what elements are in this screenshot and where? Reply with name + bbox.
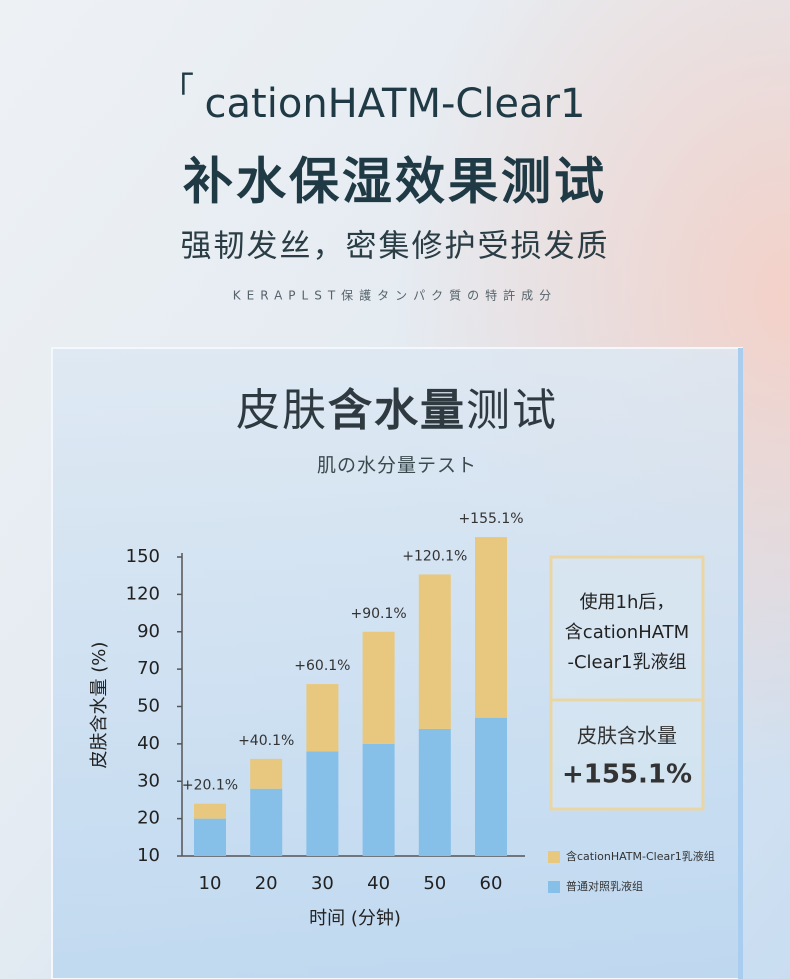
bar-label: +155.1% — [458, 511, 523, 527]
bar-segment — [194, 818, 226, 856]
callout-line: 使用1h后， — [580, 592, 675, 613]
y-tick-label: 50 — [137, 696, 160, 717]
bar-segment — [475, 717, 507, 856]
bar-segment — [250, 758, 283, 789]
bar-segment — [362, 743, 395, 856]
callout-value: +155.1% — [562, 760, 692, 790]
y-tick-label: 150 — [126, 546, 160, 567]
callout-metric: 皮肤含水量 — [577, 724, 677, 748]
bar-label: +60.1% — [294, 658, 350, 674]
y-tick-label: 70 — [137, 658, 160, 679]
bar-segment — [418, 728, 451, 856]
chart-title-part: 测试 — [466, 385, 558, 436]
x-tick-label: 30 — [311, 873, 334, 894]
bar-label: +90.1% — [350, 606, 406, 622]
bar-segment — [306, 751, 339, 856]
bar-segment — [418, 574, 451, 729]
chart-subtitle: 肌の水分量テスト — [317, 455, 477, 477]
y-tick-label: 20 — [137, 808, 160, 829]
bar-label: +20.1% — [182, 778, 238, 794]
legend-swatch — [548, 851, 560, 863]
bracket: 「 — [160, 71, 194, 111]
y-tick-label: 90 — [137, 621, 160, 642]
bar-segment — [475, 537, 507, 718]
chart-title: 皮肤含水量测试 — [236, 385, 558, 436]
x-tick-label: 10 — [199, 873, 222, 894]
bar-segment — [194, 803, 226, 819]
legend-label: 含cationHATM-Clear1乳液组 — [566, 849, 715, 863]
bar-segment — [362, 631, 395, 744]
legend-swatch — [548, 881, 560, 893]
y-tick-label: 120 — [126, 583, 160, 604]
x-axis-title: 时间 (分钟) — [309, 908, 401, 929]
x-tick-label: 50 — [423, 873, 446, 894]
x-tick-label: 60 — [480, 873, 503, 894]
main-title: 补水保湿效果测试 — [183, 153, 607, 211]
bar-label: +40.1% — [238, 733, 294, 749]
chart-title-part: 皮肤 — [236, 385, 328, 436]
callout-line: 含cationHATM — [565, 622, 689, 643]
bar-segment — [250, 788, 283, 856]
y-tick-label: 30 — [137, 770, 160, 791]
callout-box — [549, 555, 705, 811]
tagline: KERAPLST保護タンパク質の特許成分 — [233, 288, 557, 303]
subtitle: 强韧发丝，密集修护受损发质 — [181, 229, 610, 265]
bar-segment — [306, 684, 339, 752]
legend-label: 普通对照乳液组 — [566, 879, 643, 893]
y-tick-label: 40 — [137, 733, 160, 754]
x-tick-label: 40 — [367, 873, 390, 894]
chart-title-part: 含水量 — [328, 385, 466, 436]
y-tick-label: 10 — [137, 845, 160, 866]
callout-line: -Clear1乳液组 — [567, 652, 686, 673]
panel-edge — [738, 348, 743, 979]
y-axis-title: 皮肤含水量 (%) — [89, 642, 110, 769]
bar-label: +120.1% — [402, 548, 467, 564]
x-tick-label: 20 — [255, 873, 278, 894]
brand: cationHATM-Clear1 — [205, 81, 586, 127]
